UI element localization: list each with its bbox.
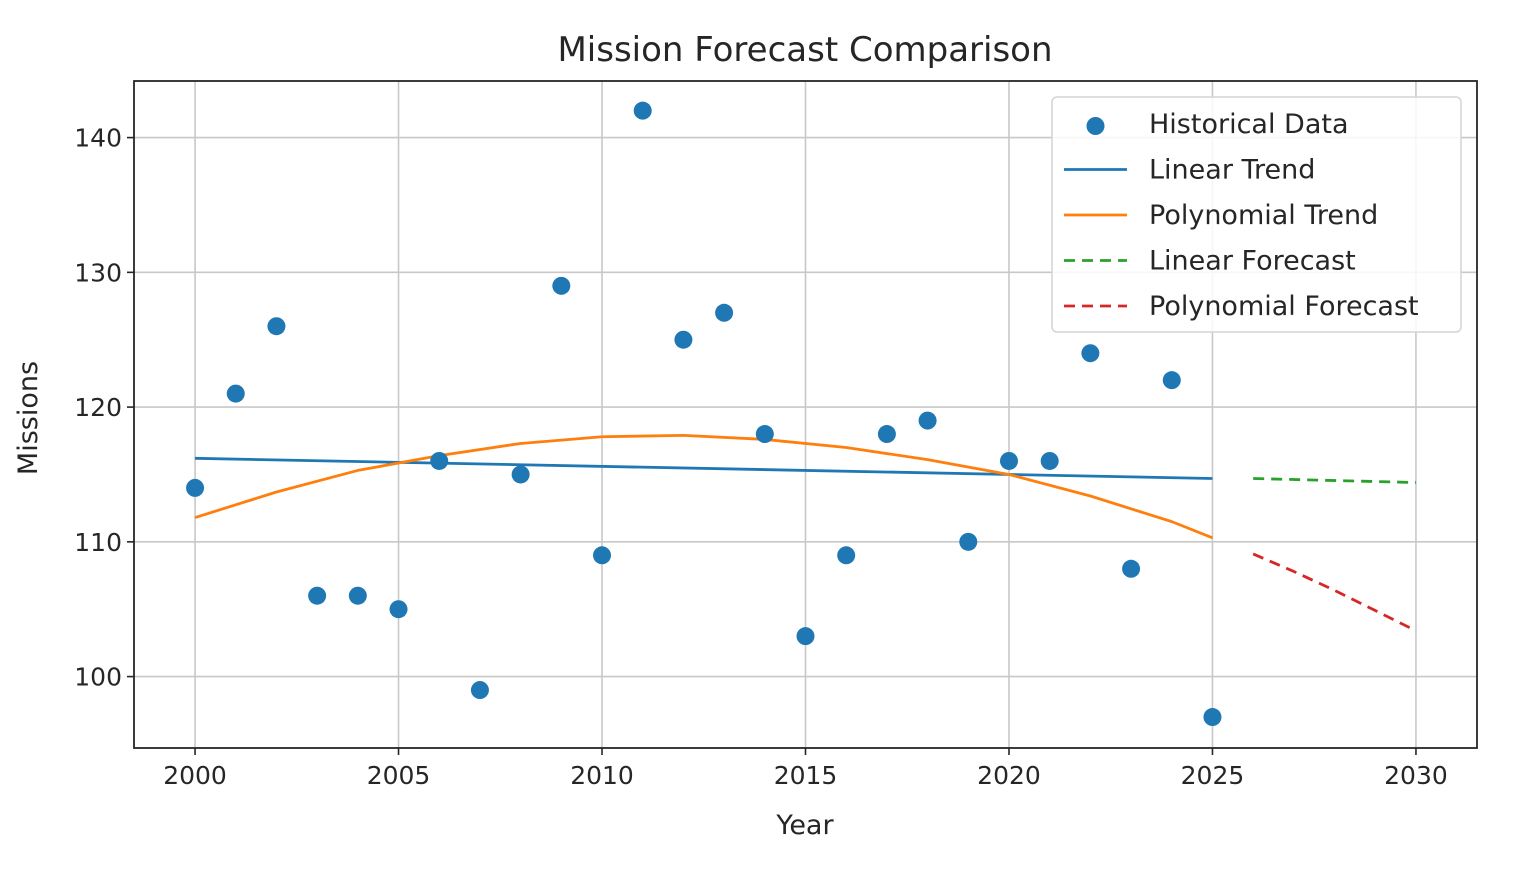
x-tick-label: 2015 bbox=[774, 761, 838, 790]
legend-label: Linear Trend bbox=[1149, 155, 1315, 186]
data-point bbox=[674, 330, 693, 349]
data-point bbox=[796, 627, 815, 646]
linear-trend-line bbox=[195, 456, 1213, 480]
data-point bbox=[511, 465, 530, 484]
data-point bbox=[267, 317, 286, 336]
data-point bbox=[918, 411, 937, 430]
legend-label: Linear Forecast bbox=[1149, 246, 1356, 277]
data-point bbox=[308, 586, 327, 605]
data-point bbox=[226, 384, 245, 403]
data-point bbox=[837, 546, 856, 565]
data-point bbox=[1203, 708, 1222, 727]
y-tick-label: 130 bbox=[74, 258, 122, 287]
data-point bbox=[348, 586, 367, 605]
data-point bbox=[1081, 344, 1100, 363]
x-tick-label: 2005 bbox=[367, 761, 431, 790]
series-layer bbox=[186, 101, 1417, 727]
legend-box bbox=[1051, 96, 1462, 333]
data-point bbox=[389, 600, 408, 619]
data-point bbox=[593, 546, 612, 565]
data-point bbox=[470, 681, 489, 700]
data-point bbox=[1162, 371, 1181, 390]
data-point bbox=[186, 478, 205, 497]
y-tick-label: 140 bbox=[74, 124, 122, 153]
x-tick-label: 2000 bbox=[163, 761, 227, 790]
data-point bbox=[877, 425, 896, 444]
x-tick-label: 2020 bbox=[977, 761, 1041, 790]
data-point bbox=[1122, 559, 1141, 578]
x-tick-label: 2025 bbox=[1181, 761, 1245, 790]
axis-ticks: 2000 2005 2010 2015 2020 2025 2030 100 110 120 130… bbox=[74, 124, 1447, 790]
data-point bbox=[755, 425, 774, 444]
data-point bbox=[552, 276, 571, 295]
data-point bbox=[715, 303, 734, 322]
chart-title: Mission Forecast Comparison bbox=[557, 30, 1052, 70]
data-point bbox=[959, 532, 978, 551]
data-point bbox=[999, 451, 1018, 470]
y-axis-label: Missions bbox=[13, 361, 44, 475]
data-point bbox=[430, 451, 449, 470]
legend-label: Polynomial Forecast bbox=[1149, 291, 1419, 322]
polynomial-trend-line bbox=[194, 433, 1213, 540]
y-tick-label: 120 bbox=[74, 393, 122, 422]
legend-marker-historical-data bbox=[1086, 117, 1105, 135]
x-axis-label: Year bbox=[775, 810, 834, 841]
legend: Historical Data Linear Trend Polynomial Tr… bbox=[1051, 96, 1462, 333]
x-tick-label: 2010 bbox=[570, 761, 634, 790]
legend-label: Historical Data bbox=[1149, 109, 1349, 140]
data-point bbox=[633, 101, 652, 120]
linear-forecast-line bbox=[1253, 477, 1416, 484]
y-tick-label: 100 bbox=[74, 663, 122, 692]
data-point bbox=[1040, 451, 1059, 470]
x-tick-label: 2030 bbox=[1384, 761, 1448, 790]
y-tick-label: 110 bbox=[74, 528, 122, 557]
legend-label: Polynomial Trend bbox=[1149, 200, 1378, 231]
polynomial-forecast-line bbox=[1252, 552, 1417, 633]
